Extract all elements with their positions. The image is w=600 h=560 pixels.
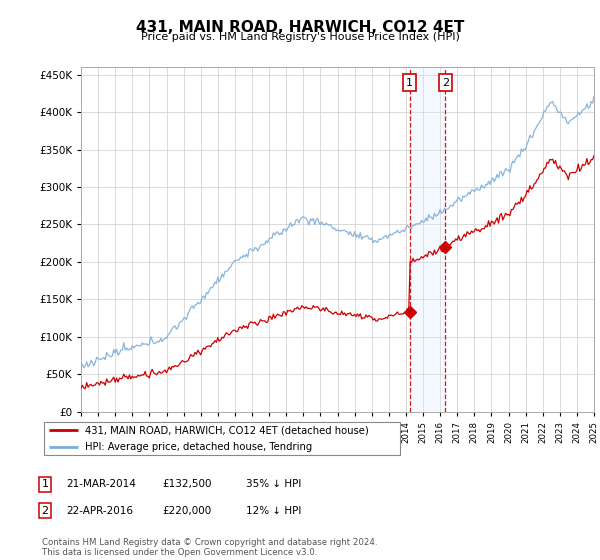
Text: 1: 1 [406, 78, 413, 88]
Text: 35% ↓ HPI: 35% ↓ HPI [246, 479, 301, 489]
Text: 22-APR-2016: 22-APR-2016 [66, 506, 133, 516]
Text: 1: 1 [41, 479, 49, 489]
Text: 21-MAR-2014: 21-MAR-2014 [66, 479, 136, 489]
FancyBboxPatch shape [44, 422, 400, 455]
Text: £220,000: £220,000 [162, 506, 211, 516]
Text: 431, MAIN ROAD, HARWICH, CO12 4ET (detached house): 431, MAIN ROAD, HARWICH, CO12 4ET (detac… [85, 425, 369, 435]
Bar [410, 67, 445, 412]
Text: 12% ↓ HPI: 12% ↓ HPI [246, 506, 301, 516]
Text: Contains HM Land Registry data © Crown copyright and database right 2024.
This d: Contains HM Land Registry data © Crown c… [42, 538, 377, 557]
Text: Price paid vs. HM Land Registry's House Price Index (HPI): Price paid vs. HM Land Registry's House … [140, 32, 460, 42]
Text: HPI: Average price, detached house, Tendring: HPI: Average price, detached house, Tend… [85, 442, 313, 452]
Text: 2: 2 [442, 78, 449, 88]
Text: 2: 2 [41, 506, 49, 516]
Text: 431, MAIN ROAD, HARWICH, CO12 4ET: 431, MAIN ROAD, HARWICH, CO12 4ET [136, 20, 464, 35]
Text: £132,500: £132,500 [162, 479, 212, 489]
